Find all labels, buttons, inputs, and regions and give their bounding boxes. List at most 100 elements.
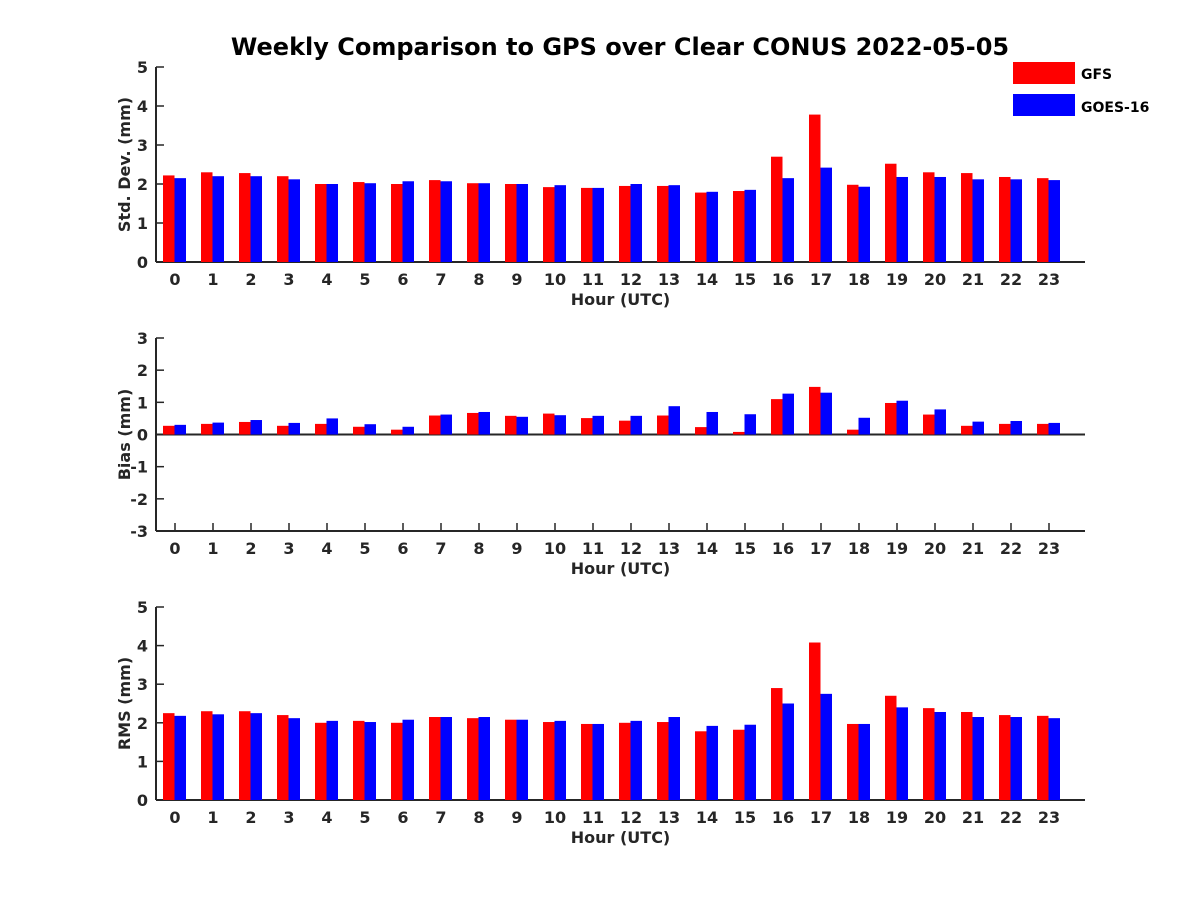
y-tick-label: 0 — [137, 791, 148, 810]
bar-gfs-hour-7 — [429, 717, 441, 800]
bar-gfs-hour-19 — [885, 695, 897, 800]
x-tick-label: 12 — [620, 270, 642, 289]
bar-goes16-hour-22 — [1010, 717, 1022, 800]
y-tick-label: -2 — [130, 490, 148, 509]
bar-gfs-hour-22 — [999, 423, 1011, 435]
x-tick-label: 17 — [810, 808, 832, 827]
bar-gfs-hour-3 — [277, 176, 289, 262]
bar-gfs-hour-0 — [163, 425, 175, 435]
bar-goes16-hour-6 — [402, 181, 414, 262]
bar-gfs-hour-20 — [923, 414, 935, 435]
bar-goes16-hour-21 — [972, 421, 984, 435]
x-tick-label: 22 — [1000, 539, 1022, 558]
bar-goes16-hour-22 — [1010, 420, 1022, 435]
y-tick-label: 3 — [137, 136, 148, 155]
x-tick-label: 9 — [511, 539, 522, 558]
bar-gfs-hour-7 — [429, 415, 441, 435]
x-tick-label: 10 — [544, 808, 566, 827]
bar-gfs-hour-19 — [885, 163, 897, 262]
x-tick-label: 4 — [321, 270, 332, 289]
bar-goes16-hour-15 — [744, 724, 756, 800]
x-tick-label: 19 — [886, 808, 908, 827]
bar-goes16-hour-13 — [668, 406, 680, 435]
bar-goes16-hour-7 — [440, 717, 452, 800]
y-tick-label: 2 — [137, 714, 148, 733]
x-tick-label: 9 — [511, 808, 522, 827]
x-tick-label: 3 — [283, 808, 294, 827]
x-tick-label: 10 — [544, 270, 566, 289]
bar-goes16-hour-18 — [858, 723, 870, 800]
bar-gfs-hour-23 — [1037, 715, 1049, 800]
x-tick-label: 4 — [321, 539, 332, 558]
x-tick-label: 15 — [734, 539, 756, 558]
bar-goes16-hour-5 — [364, 183, 376, 262]
bar-goes16-hour-14 — [706, 411, 718, 435]
bar-gfs-hour-20 — [923, 708, 935, 800]
bar-gfs-hour-19 — [885, 402, 897, 435]
bar-gfs-hour-18 — [847, 429, 859, 435]
y-tick-label: 3 — [137, 675, 148, 694]
bar-gfs-hour-8 — [467, 412, 479, 435]
bar-goes16-hour-2 — [250, 713, 262, 800]
bar-goes16-hour-16 — [782, 178, 794, 262]
bar-goes16-hour-7 — [440, 181, 452, 262]
bar-gfs-hour-0 — [163, 175, 175, 262]
bar-gfs-hour-13 — [657, 415, 669, 435]
x-tick-label: 1 — [207, 808, 218, 827]
bar-gfs-hour-7 — [429, 180, 441, 262]
bar-gfs-hour-21 — [961, 173, 973, 262]
bar-goes16-hour-3 — [288, 179, 300, 262]
x-tick-label: 10 — [544, 539, 566, 558]
bar-gfs-hour-17 — [809, 642, 821, 800]
bar-goes16-hour-15 — [744, 189, 756, 262]
bar-gfs-hour-17 — [809, 114, 821, 262]
legend: GFS GOES-16 — [1013, 62, 1149, 116]
bar-goes16-hour-1 — [212, 422, 224, 435]
y-axis-label: RMS (mm) — [115, 657, 134, 750]
y-tick-label: 4 — [137, 97, 148, 116]
x-tick-label: 9 — [511, 270, 522, 289]
bar-goes16-hour-17 — [820, 167, 832, 262]
x-tick-label: 0 — [169, 270, 180, 289]
y-tick-label: 4 — [137, 637, 148, 656]
bar-goes16-hour-22 — [1010, 179, 1022, 262]
bar-gfs-hour-16 — [771, 399, 783, 435]
x-tick-label: 21 — [962, 270, 984, 289]
x-tick-label: 1 — [207, 270, 218, 289]
bar-gfs-hour-4 — [315, 423, 327, 435]
x-tick-label: 16 — [772, 808, 794, 827]
bar-gfs-hour-6 — [391, 184, 403, 262]
x-tick-label: 13 — [658, 808, 680, 827]
bar-gfs-hour-3 — [277, 425, 289, 435]
bar-goes16-hour-18 — [858, 417, 870, 435]
y-tick-label: 2 — [137, 175, 148, 194]
bar-gfs-hour-1 — [201, 172, 213, 262]
x-tick-label: 7 — [435, 539, 446, 558]
bar-goes16-hour-16 — [782, 393, 794, 435]
bar-gfs-hour-1 — [201, 423, 213, 435]
bar-gfs-hour-11 — [581, 418, 593, 435]
y-tick-label: 3 — [137, 329, 148, 348]
bar-gfs-hour-5 — [353, 182, 365, 262]
bar-goes16-hour-10 — [554, 415, 566, 435]
bar-goes16-hour-23 — [1048, 422, 1060, 435]
y-tick-label: 2 — [137, 361, 148, 380]
bar-gfs-hour-20 — [923, 172, 935, 262]
bar-gfs-hour-2 — [239, 421, 251, 435]
bar-goes16-hour-14 — [706, 725, 718, 800]
x-tick-label: 4 — [321, 808, 332, 827]
bar-gfs-hour-18 — [847, 723, 859, 800]
legend-swatch-gfs — [1013, 62, 1075, 84]
bar-gfs-hour-3 — [277, 715, 289, 800]
x-tick-label: 15 — [734, 270, 756, 289]
x-tick-label: 7 — [435, 270, 446, 289]
y-tick-label: 5 — [137, 58, 148, 77]
x-tick-label: 12 — [620, 539, 642, 558]
bar-gfs-hour-21 — [961, 425, 973, 435]
bar-gfs-hour-6 — [391, 722, 403, 800]
bar-gfs-hour-22 — [999, 715, 1011, 800]
x-tick-label: 21 — [962, 808, 984, 827]
